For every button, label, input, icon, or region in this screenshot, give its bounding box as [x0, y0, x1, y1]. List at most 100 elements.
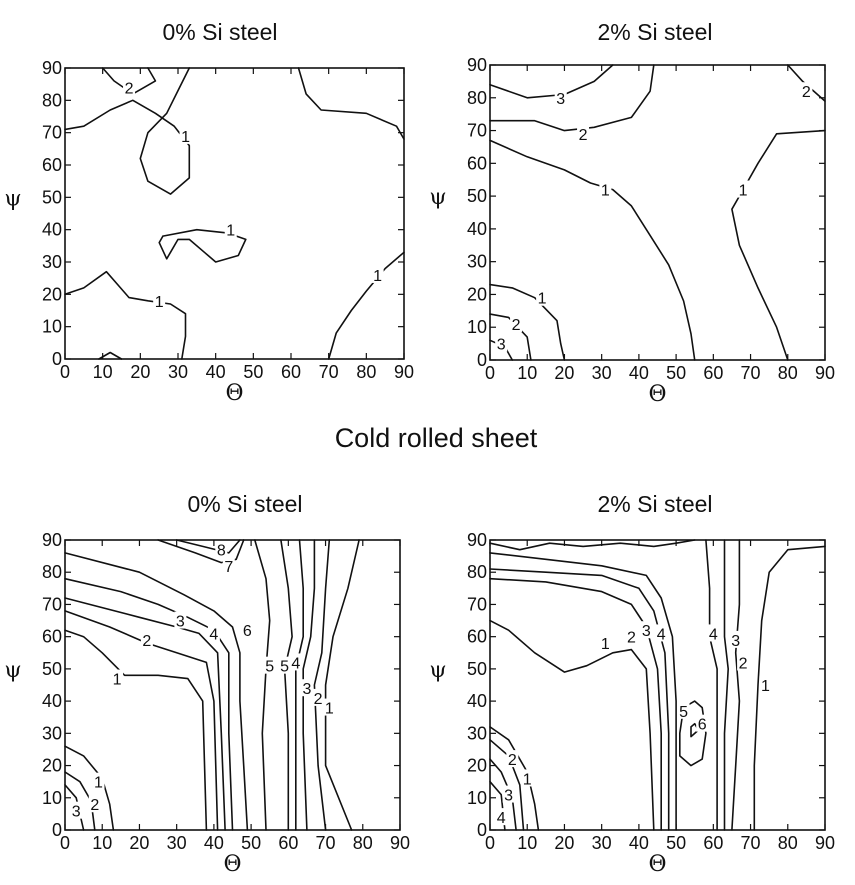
y-tick-label: 10	[467, 788, 487, 808]
contour-line	[787, 64, 826, 102]
contour-label-bg	[536, 288, 549, 306]
contour-label-bg	[510, 314, 523, 332]
contour-line	[489, 739, 525, 831]
contour-line	[324, 539, 360, 831]
y-tick-label: 40	[467, 219, 487, 239]
x-tick-label: 40	[206, 362, 226, 382]
contour-line	[489, 64, 614, 99]
y-tick-label: 90	[42, 530, 62, 550]
contour-label-bg	[599, 180, 612, 198]
contour-label: 1	[601, 183, 610, 200]
x-tick-label: 90	[815, 833, 835, 853]
contour-line	[489, 619, 655, 831]
contour-line	[64, 629, 208, 831]
y-tick-label: 30	[42, 252, 62, 272]
x-axis-label: Θ	[223, 852, 241, 877]
y-tick-label: 60	[42, 155, 62, 175]
y-tick-label: 0	[477, 350, 487, 370]
y-tick-label: 80	[42, 562, 62, 582]
contour-line	[302, 539, 316, 831]
x-tick-label: 70	[316, 833, 336, 853]
contour-label-bg	[677, 701, 690, 719]
contour-label-bg	[289, 653, 302, 671]
contour-label-bg	[224, 220, 237, 238]
contour-label: 3	[302, 681, 311, 698]
x-tick-label: 60	[281, 362, 301, 382]
contour-label-bg	[323, 698, 336, 716]
y-tick-label: 80	[42, 90, 62, 110]
y-tick-label: 70	[467, 594, 487, 614]
contour-label: 7	[224, 559, 233, 576]
y-tick-label: 60	[467, 627, 487, 647]
x-tick-label: 50	[666, 833, 686, 853]
x-tick-label: 0	[60, 833, 70, 853]
x-tick-label: 60	[703, 363, 723, 383]
contour-label: 5	[265, 659, 274, 676]
contour-label: 1	[739, 183, 748, 200]
contour-label: 1	[601, 636, 610, 653]
contour-label: 1	[325, 701, 334, 718]
contour-label-bg	[599, 634, 612, 652]
contour-label: 2	[579, 127, 588, 144]
contour-label-bg	[640, 621, 653, 639]
contour-label-bg	[577, 124, 590, 142]
contour-label-bg	[179, 126, 192, 144]
x-tick-label: 90	[394, 362, 414, 382]
contour-line	[489, 577, 662, 831]
contour-label: 6	[243, 623, 252, 640]
contour-label-bg	[70, 801, 83, 819]
contour-label: 3	[497, 337, 506, 354]
y-tick-label: 50	[42, 187, 62, 207]
contour-line	[254, 539, 271, 831]
contour-label-bg	[495, 334, 508, 352]
x-axis-label: Θ	[648, 382, 666, 407]
contour-label-bg	[174, 611, 187, 629]
contour-line	[753, 545, 826, 831]
y-tick-label: 90	[467, 530, 487, 550]
contour-line	[295, 539, 304, 831]
contour-label: 6	[698, 717, 707, 734]
contour-label: 1	[523, 771, 532, 788]
contour-label-bg	[222, 556, 235, 574]
contour-line	[705, 539, 718, 831]
y-tick-label: 10	[467, 317, 487, 337]
contour-label: 2	[512, 317, 521, 334]
x-tick-label: 30	[168, 362, 188, 382]
x-tick-label: 20	[554, 363, 574, 383]
contour-line	[489, 568, 670, 831]
y-tick-label: 90	[467, 55, 487, 75]
y-tick-label: 40	[42, 220, 62, 240]
contour-label-bg	[554, 88, 567, 106]
contour-label: 2	[90, 797, 99, 814]
contour-label-bg	[88, 795, 101, 813]
x-tick-label: 20	[554, 833, 574, 853]
contour-label: 3	[731, 633, 740, 650]
contour-label: 4	[497, 810, 506, 827]
plot-frame	[489, 64, 826, 361]
contour-label: 3	[556, 91, 565, 108]
y-tick-label: 40	[467, 691, 487, 711]
x-tick-label: 60	[703, 833, 723, 853]
panel-title: 0% Si steel	[187, 491, 302, 517]
x-tick-label: 80	[356, 362, 376, 382]
x-tick-label: 40	[204, 833, 224, 853]
y-axis-label: ψ	[429, 658, 446, 683]
contour-label: 5	[679, 704, 688, 721]
contour-line	[64, 597, 226, 831]
y-tick-label: 50	[467, 659, 487, 679]
contour-label: 1	[181, 129, 190, 146]
y-tick-label: 20	[42, 756, 62, 776]
y-tick-label: 30	[467, 723, 487, 743]
y-tick-label: 20	[467, 756, 487, 776]
contour-label-bg	[737, 180, 750, 198]
contour-line	[64, 771, 96, 831]
x-tick-label: 30	[167, 833, 187, 853]
contour-line	[64, 577, 234, 831]
y-tick-label: 10	[42, 788, 62, 808]
panel-title: 2% Si steel	[597, 491, 712, 517]
contour-label-bg	[625, 627, 638, 645]
y-tick-label: 70	[467, 121, 487, 141]
